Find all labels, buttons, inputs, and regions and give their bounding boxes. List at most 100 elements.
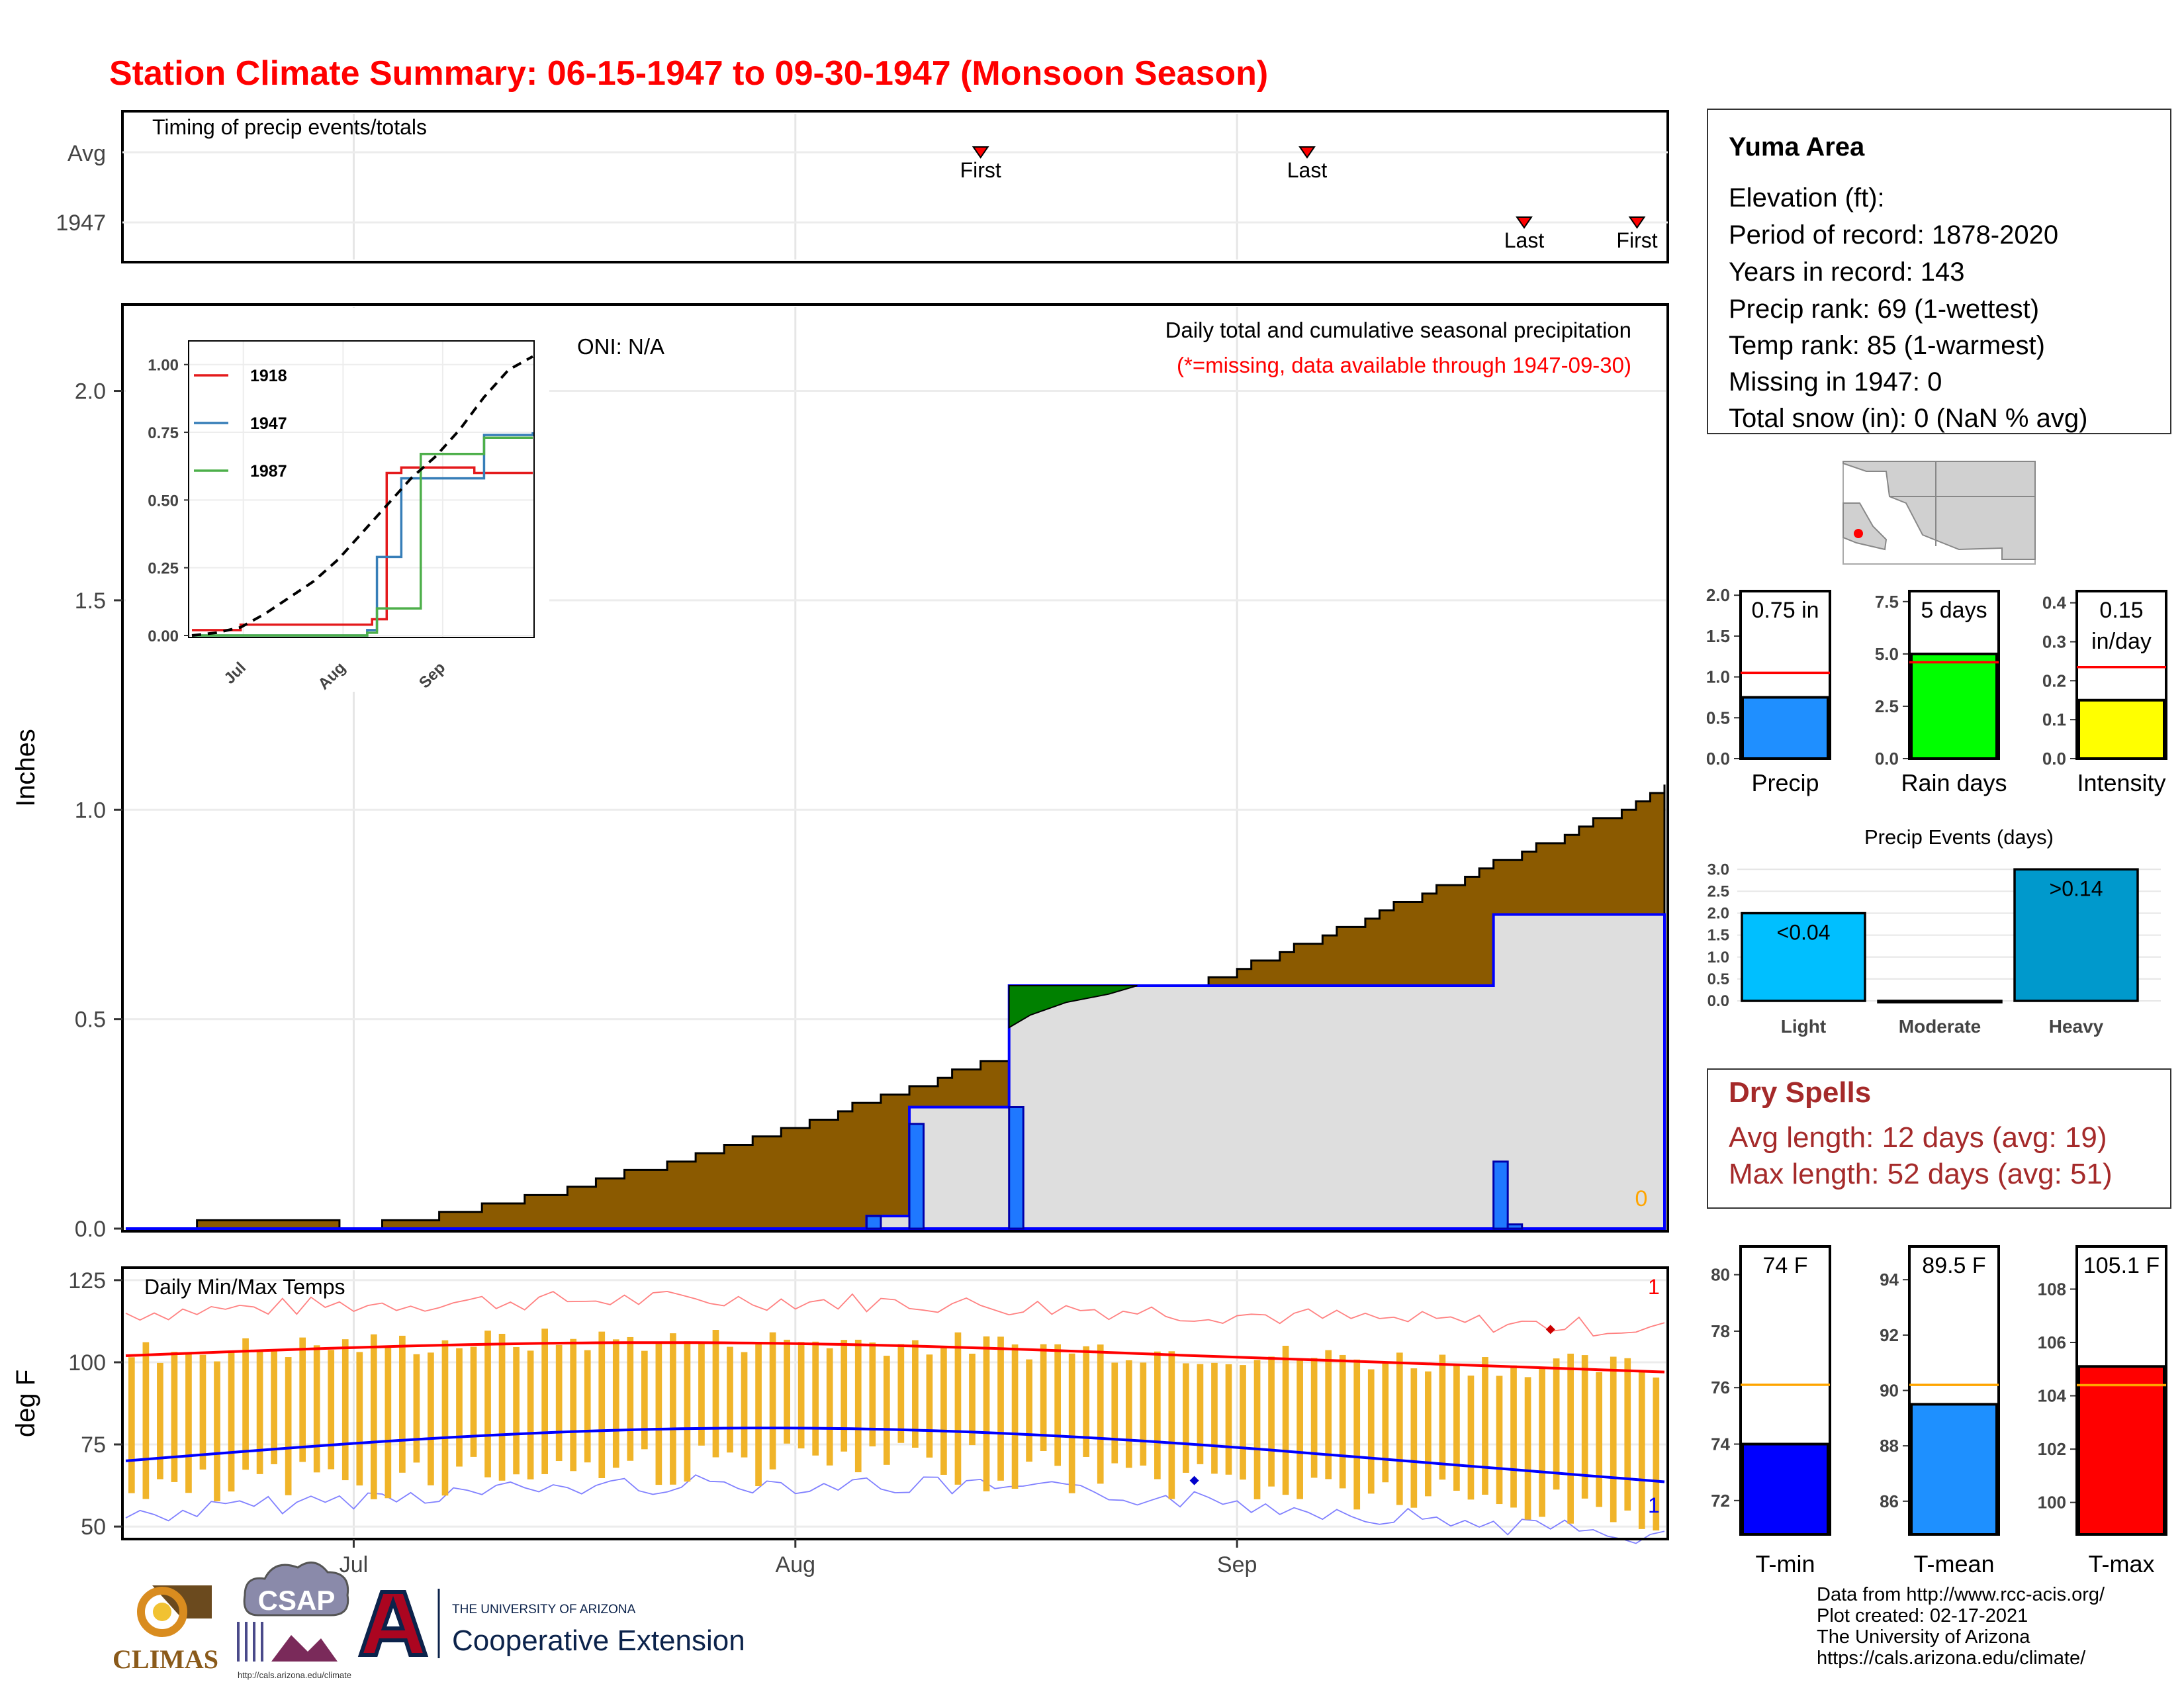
summary-y-tick-label: 74 bbox=[1711, 1434, 1730, 1454]
daily-temp-bar bbox=[1268, 1356, 1275, 1487]
summary-category-label: Rain days bbox=[1901, 769, 2007, 796]
daily-temp-bar bbox=[712, 1330, 719, 1458]
daily-temp-bar bbox=[854, 1339, 862, 1473]
daily-temp-bar bbox=[1253, 1360, 1261, 1499]
daily-temp-bar bbox=[1638, 1371, 1645, 1529]
timing-panel-frame bbox=[121, 110, 1669, 263]
daily-temp-bar bbox=[1482, 1357, 1488, 1495]
summary-value-label: 105.1 F bbox=[2083, 1253, 2160, 1278]
events-category-label: Moderate bbox=[1899, 1016, 1981, 1037]
temp-panel-label: Daily Min/Max Temps bbox=[144, 1275, 345, 1299]
daily-temp-bar bbox=[1068, 1353, 1075, 1493]
daily-temp-bar bbox=[1040, 1344, 1047, 1451]
missing-note: (*=missing, data available through 1947-… bbox=[1177, 353, 1631, 377]
summary-y-tick-label: 0.3 bbox=[2042, 632, 2066, 651]
daily-temp-bar bbox=[513, 1346, 520, 1475]
temp-panel: 50 75 100 125 Jul Aug Sep deg F Daily Min/Max… bbox=[11, 1266, 1669, 1577]
missing-count: 0 bbox=[1635, 1186, 1648, 1211]
daily-temp-bar bbox=[242, 1338, 249, 1470]
daily-temp-bar bbox=[1111, 1362, 1118, 1464]
summary-y-tick-label: 0.0 bbox=[1875, 749, 1899, 769]
y-tick-label: 2.0 bbox=[75, 379, 106, 404]
timing-grid bbox=[352, 114, 1238, 259]
daily-temp-bar bbox=[1339, 1354, 1346, 1489]
daily-temp-bar bbox=[285, 1357, 292, 1495]
daily-precip-bar bbox=[1008, 1106, 1024, 1230]
summary-value-bar bbox=[1910, 1403, 1998, 1536]
daily-temp-bar bbox=[1325, 1350, 1332, 1479]
summary-y-tick-label: 2.5 bbox=[1875, 696, 1899, 716]
summary-y-tick-label: 106 bbox=[2038, 1333, 2066, 1352]
max-record-count: 1 bbox=[1648, 1275, 1660, 1299]
summary-y-tick-label: 108 bbox=[2038, 1279, 2066, 1299]
daily-temp-bar bbox=[385, 1347, 392, 1499]
daily-temp-bar bbox=[498, 1333, 506, 1481]
summary-y-tick-label: 94 bbox=[1880, 1270, 1899, 1289]
daily-temp-bar bbox=[954, 1332, 962, 1485]
daily-temp-bar bbox=[1396, 1352, 1403, 1505]
dry-spells-frame bbox=[1707, 1068, 2171, 1209]
timing-row-1947: 1947 bbox=[56, 211, 106, 236]
daily-temp-bar bbox=[1496, 1376, 1503, 1505]
events-marks: <0.04 Light Moderate >0.14 Heavy bbox=[1741, 868, 2139, 1037]
daily-temp-bar bbox=[527, 1350, 534, 1479]
precip-y-axis-label: Inches bbox=[11, 729, 40, 807]
summary-value-bar bbox=[1741, 1442, 1829, 1536]
summary-value-bar bbox=[1910, 652, 1998, 760]
map-region bbox=[1843, 461, 2036, 560]
daily-temp-bar bbox=[1425, 1371, 1432, 1497]
summary-y-tick-label: 1.0 bbox=[1706, 667, 1730, 687]
climas-logo-text: CLIMAS bbox=[113, 1644, 218, 1674]
daily-temp-bar bbox=[341, 1339, 349, 1481]
daily-temp-bar bbox=[797, 1342, 805, 1449]
summary-y-tick-label: 5.0 bbox=[1875, 644, 1899, 664]
summary-y-tick-label: 72 bbox=[1711, 1491, 1730, 1511]
daily-temp-bar bbox=[997, 1336, 1004, 1481]
daily-temp-bar bbox=[328, 1350, 335, 1470]
y-tick-label: 100 bbox=[68, 1350, 106, 1376]
inset-grid bbox=[189, 342, 533, 637]
dry-spells-title: Dry Spells bbox=[1729, 1076, 1871, 1109]
precip-marks bbox=[126, 784, 1666, 1230]
daily-temp-bar bbox=[627, 1336, 634, 1461]
daily-temp-bar bbox=[841, 1340, 848, 1452]
daily-temp-bar bbox=[1097, 1344, 1104, 1484]
station-info-frame bbox=[1707, 109, 2171, 434]
daily-temp-bar bbox=[1011, 1344, 1019, 1489]
daily-temp-bar bbox=[1297, 1360, 1303, 1499]
summary-y-tick-label: 86 bbox=[1880, 1491, 1899, 1511]
daily-temp-bar bbox=[1624, 1358, 1631, 1511]
inset-legend-label: 1947 bbox=[250, 414, 287, 433]
map-california bbox=[1843, 502, 1888, 551]
daily-temp-bar bbox=[185, 1353, 192, 1493]
summary-y-tick-label: 80 bbox=[1711, 1265, 1730, 1285]
daily-precip-bar bbox=[865, 1215, 882, 1230]
daily-temp-bar bbox=[1054, 1344, 1061, 1466]
summary-y-tick-label: 0.4 bbox=[2042, 593, 2067, 613]
avg-first-label: First bbox=[960, 158, 1001, 182]
footer: Data from http://www.rcc-acis.org/ Plot … bbox=[113, 1562, 2105, 1680]
daily-temp-bar bbox=[1240, 1365, 1246, 1480]
summary-y-tick-label: 76 bbox=[1711, 1378, 1730, 1397]
inset-avg-dashed-line bbox=[191, 355, 533, 637]
station-info: Yuma Area Elevation (ft): Period of reco… bbox=[1707, 109, 2171, 434]
csap-mountains bbox=[271, 1635, 338, 1662]
events-y-tick-label: 1.0 bbox=[1707, 949, 1729, 966]
x-tick-label: Aug bbox=[776, 1552, 816, 1577]
station-years: Years in record: 143 bbox=[1729, 258, 1965, 287]
temp-y-ticks: 50 75 100 125 bbox=[68, 1268, 122, 1540]
daily-temp-bar bbox=[684, 1341, 691, 1482]
csap-cloud bbox=[243, 1562, 349, 1617]
daily-temp-bar bbox=[1610, 1356, 1617, 1523]
daily-temp-bar bbox=[456, 1348, 463, 1467]
events-bar bbox=[1741, 912, 1866, 1002]
daily-temp-bar bbox=[1125, 1360, 1132, 1468]
daily-precip-bar bbox=[1492, 1160, 1509, 1230]
daily-temp-bar bbox=[171, 1352, 178, 1482]
daily-temp-bar bbox=[1382, 1361, 1389, 1483]
summary-y-tick-label: 104 bbox=[2038, 1386, 2067, 1406]
daily-temp-bar bbox=[769, 1332, 776, 1470]
daily-temp-bar bbox=[214, 1361, 220, 1501]
summary-value-bar bbox=[1741, 696, 1829, 760]
